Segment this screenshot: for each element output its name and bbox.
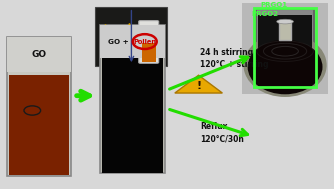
Polygon shape xyxy=(175,75,222,93)
Text: 24 h stirring,
120°C + stirring: 24 h stirring, 120°C + stirring xyxy=(200,48,269,69)
FancyBboxPatch shape xyxy=(142,43,156,62)
FancyBboxPatch shape xyxy=(7,37,71,176)
FancyBboxPatch shape xyxy=(258,15,312,85)
FancyBboxPatch shape xyxy=(102,57,163,173)
Text: GO +: GO + xyxy=(108,39,131,45)
FancyBboxPatch shape xyxy=(242,7,328,92)
Text: PRGO1: PRGO1 xyxy=(260,2,287,8)
Ellipse shape xyxy=(244,34,326,96)
Text: Pollen: Pollen xyxy=(133,39,156,45)
Text: !: ! xyxy=(196,81,201,91)
Text: Reflux
120°C/30h: Reflux 120°C/30h xyxy=(200,122,244,143)
FancyBboxPatch shape xyxy=(7,37,71,72)
FancyBboxPatch shape xyxy=(100,25,165,58)
FancyBboxPatch shape xyxy=(139,21,159,63)
FancyBboxPatch shape xyxy=(96,7,167,66)
FancyBboxPatch shape xyxy=(256,9,314,86)
Ellipse shape xyxy=(247,40,323,94)
Text: GO: GO xyxy=(31,50,46,59)
FancyBboxPatch shape xyxy=(242,0,328,94)
FancyBboxPatch shape xyxy=(8,75,69,175)
Text: PRGO2: PRGO2 xyxy=(252,11,279,17)
Ellipse shape xyxy=(277,19,293,24)
FancyBboxPatch shape xyxy=(279,22,291,40)
FancyBboxPatch shape xyxy=(100,25,165,174)
